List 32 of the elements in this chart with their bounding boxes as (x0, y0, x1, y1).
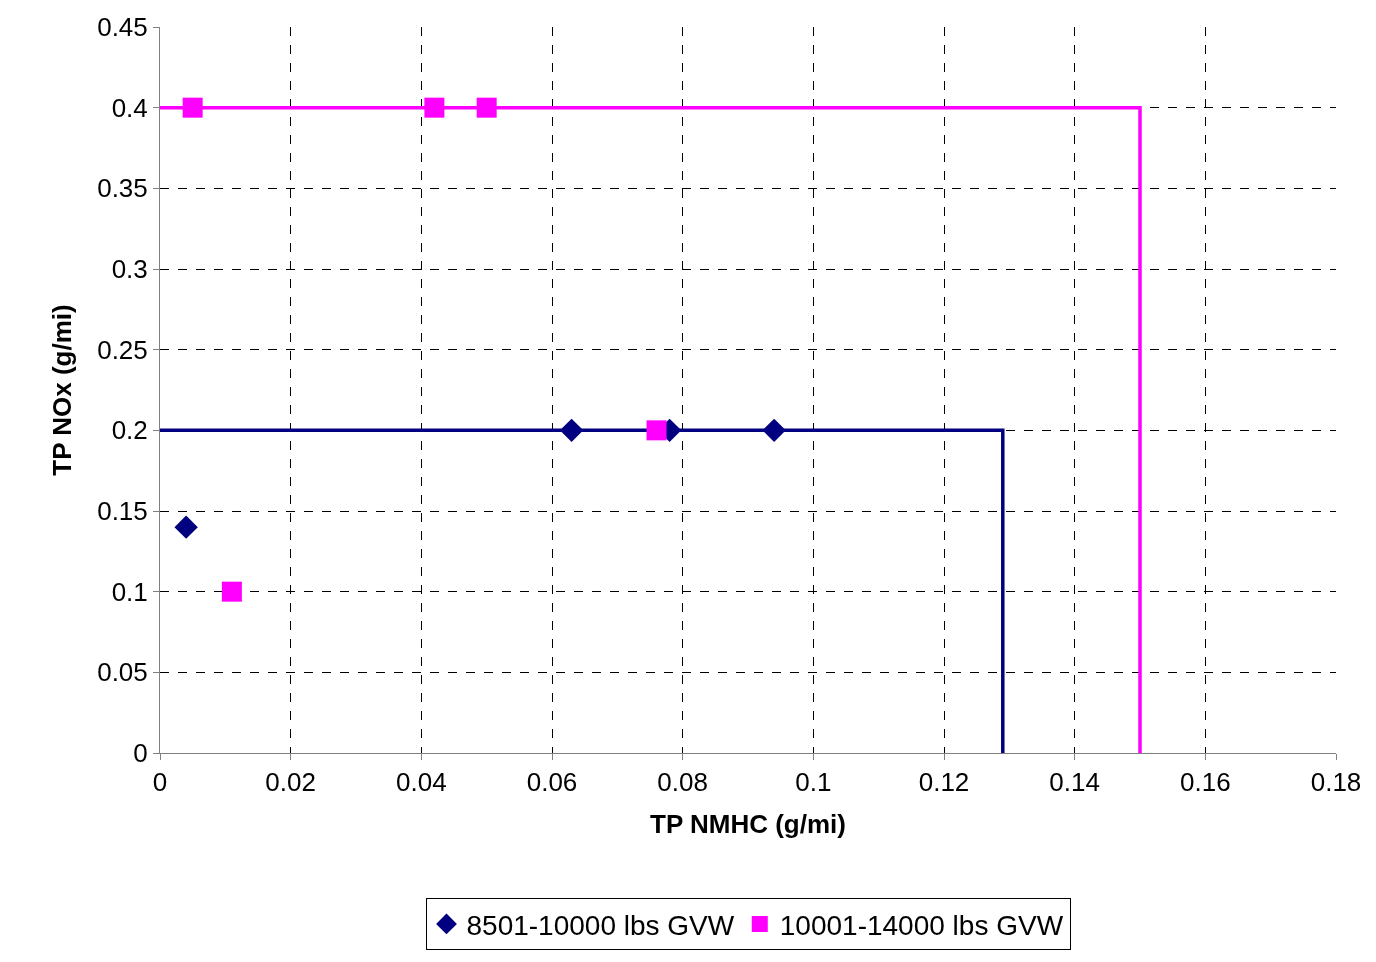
x-tick-label: 0.08 (657, 767, 708, 798)
x-tick-label: 0.02 (265, 767, 316, 798)
x-tick-label: 0.14 (1049, 767, 1100, 798)
x-tick-label: 0 (152, 767, 168, 798)
point (476, 97, 497, 118)
y-tick-label: 0.45 (97, 12, 148, 43)
legend-label: 8501-10000 lbs GVW (466, 909, 735, 941)
y-tick-label: 0.35 (97, 173, 148, 204)
x-tick-label: 0.1 (795, 767, 832, 798)
y-tick-label: 0.05 (97, 657, 148, 688)
x-tick-label: 0.16 (1180, 767, 1231, 798)
point (174, 515, 198, 539)
y-tick-label: 0.15 (97, 496, 148, 527)
x-tick-label: 0.12 (918, 767, 970, 798)
x-axis-title: TP NMHC (g/mi) (650, 808, 846, 839)
point (424, 97, 445, 118)
legend-label: 10001-14000 lbs GVW (779, 909, 1064, 941)
point (646, 420, 667, 441)
point (221, 581, 242, 602)
point (559, 418, 584, 443)
y-tick-label: 0.2 (111, 415, 148, 446)
y-tick-label: 0.1 (111, 576, 148, 607)
y-tick-label: 0.4 (111, 92, 148, 123)
y-tick-label: 0.3 (111, 254, 148, 285)
y-tick-label: 0.25 (97, 334, 148, 365)
x-tick-label: 0.06 (526, 767, 578, 798)
point (182, 97, 203, 118)
y-tick-label: 0 (133, 738, 148, 769)
x-tick-label: 0.18 (1310, 767, 1362, 798)
point (762, 418, 786, 443)
y-axis-title: TP NOx (g/mi) (46, 304, 77, 476)
x-tick-label: 0.04 (396, 767, 447, 798)
